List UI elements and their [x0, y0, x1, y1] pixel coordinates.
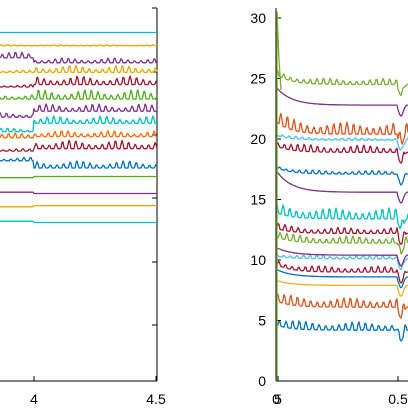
right-y-tick-label: 25: [250, 71, 266, 87]
right-initial-spike-line: [276, 11, 282, 381]
right-y-tick-label: 10: [250, 252, 266, 268]
right-series-line: [276, 112, 408, 145]
right-series-line: [276, 320, 408, 342]
right-x-tick-label: 0.5: [388, 391, 408, 407]
left-series-line: [0, 175, 157, 179]
right-series-line: [276, 279, 408, 297]
left-series-line: [0, 204, 157, 208]
right-series-line: [276, 260, 408, 284]
left-chart-ticks: 4 4.5 5: [30, 7, 282, 407]
left-x-tick-label: 4.5: [146, 391, 166, 407]
right-y-tick-label: 30: [250, 10, 266, 26]
right-series-line: [276, 231, 408, 255]
left-series-line: [0, 220, 157, 224]
right-x-tick-label: 0: [272, 391, 280, 407]
left-series-line: [0, 191, 157, 195]
right-series-line: [276, 293, 408, 319]
right-series-line: [276, 202, 408, 230]
left-x-tick-label: 5: [274, 391, 282, 407]
right-series-line: [276, 69, 408, 97]
left-series-line: [0, 156, 158, 169]
right-series-line: [276, 269, 408, 289]
right-series-line: [276, 171, 408, 204]
right-y-tick-label: 0: [258, 373, 266, 389]
right-y-tick-label: 5: [258, 313, 266, 329]
right-series-line: [276, 142, 408, 164]
left-chart-series: [0, 31, 158, 224]
right-series-line: [276, 247, 408, 267]
right-series-line: [276, 87, 408, 117]
left-series-line: [0, 43, 157, 47]
left-series-line: [0, 103, 158, 118]
left-series-line: [0, 64, 158, 74]
right-series-line: [276, 134, 408, 151]
left-series-line: [0, 75, 158, 88]
left-series-line: [0, 115, 157, 133]
left-x-tick-label: 4: [30, 391, 38, 407]
right-y-tick-label: 20: [250, 131, 266, 147]
left-series-line: [0, 130, 157, 139]
left-series-line: [0, 51, 158, 64]
left-series-line: [0, 139, 158, 152]
left-series-line: [0, 89, 158, 100]
right-chart-series: [276, 11, 408, 381]
right-chart-panel: 00.51051015202530: [250, 8, 408, 407]
right-series-line: [276, 166, 408, 186]
left-chart-panel: 4 4.5 5: [0, 7, 282, 407]
right-series-line: [276, 253, 408, 271]
right-series-line: [276, 222, 408, 245]
right-y-tick-label: 15: [250, 192, 266, 208]
